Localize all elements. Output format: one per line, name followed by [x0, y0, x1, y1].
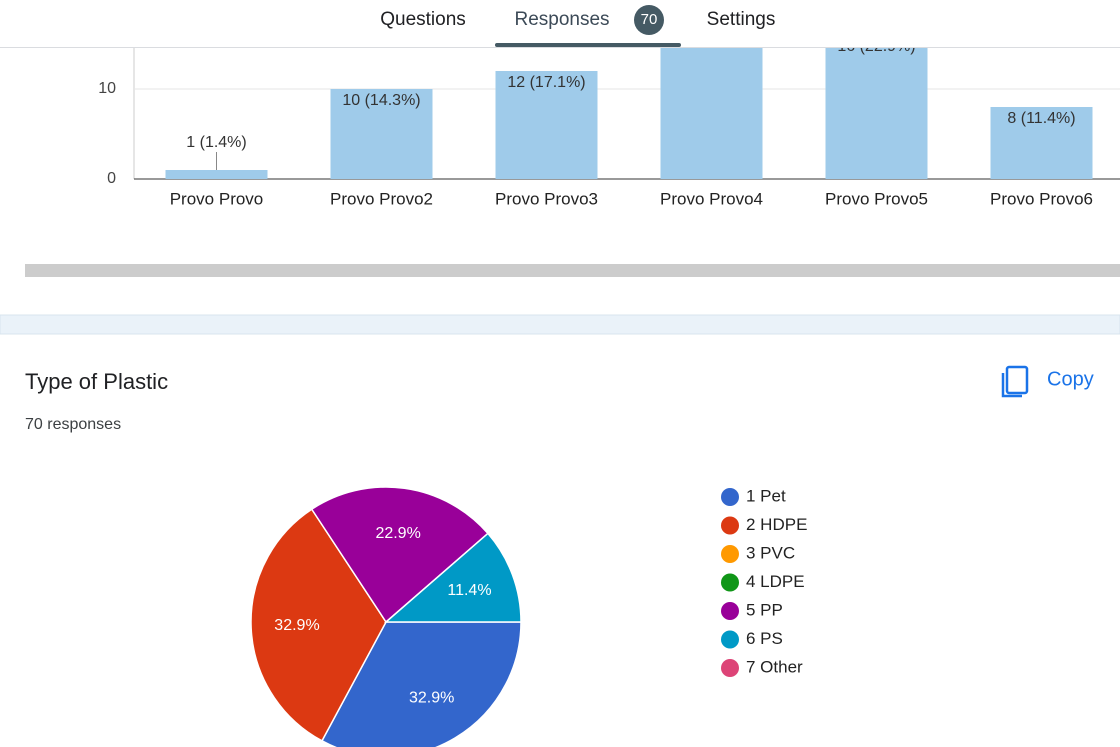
tab[interactable]: Responses [514, 9, 609, 30]
value-label: 8 (11.4%) [1007, 110, 1075, 127]
bar [990, 107, 1093, 179]
slice-label: 11.4% [447, 582, 491, 599]
bar-chart: 0 10 1 (1.4%) 10 (14.3%) 12 (17.1%) 16 (22.9%… [98, 38, 1120, 208]
legend-label: 7 Other [746, 657, 803, 676]
y-tick-label: 10 [98, 80, 116, 97]
top-bar [0, 0, 1120, 47]
y-tick-label: 0 [107, 170, 116, 187]
pie-slice [250, 508, 387, 742]
value-label: 1 (1.4%) [186, 134, 246, 151]
copy-label[interactable]: Copy [1047, 368, 1094, 390]
x-tick-label: Provo Provo [170, 189, 264, 208]
pie-slice [383, 532, 522, 623]
tab[interactable]: Settings [707, 9, 776, 30]
x-tick-label: Provo Provo3 [495, 189, 598, 208]
bar [495, 71, 598, 179]
copy-icon [1005, 365, 1029, 395]
x-tick-label: Provo Provo6 [990, 189, 1093, 208]
value-label: 16 (22.9%) [837, 38, 915, 55]
copy-icon [1001, 373, 1022, 398]
bar [660, 48, 763, 179]
tab[interactable]: Questions [380, 9, 466, 30]
bar [825, 48, 928, 179]
tab-underline [495, 43, 681, 47]
pie-slice [310, 486, 489, 624]
badge [634, 5, 664, 35]
slice-label: 32.9% [274, 617, 319, 634]
legend-label: 2 HDPE [746, 515, 807, 534]
chart-subtitle: 70 responses [25, 416, 121, 433]
scrollbar[interactable] [25, 264, 1120, 277]
legend-label: 1 Pet [746, 486, 786, 505]
bar [165, 170, 268, 179]
pie-slice [320, 621, 522, 747]
legend-swatch [721, 573, 739, 592]
bar [330, 89, 433, 179]
legend-label: 4 LDPE [746, 572, 805, 591]
x-tick-label: Provo Provo4 [660, 189, 763, 208]
value-label: 10 (14.3%) [342, 92, 420, 109]
x-tick-label: Provo Provo5 [825, 189, 928, 208]
legend-swatch [721, 659, 739, 677]
legend-swatch [721, 630, 739, 649]
slice-label: 22.9% [375, 525, 420, 542]
legend-swatch [721, 545, 739, 563]
legend-label: 5 PP [746, 600, 783, 619]
plot: 1 (1.4%) 10 (14.3%) 12 (17.1%) 16 (22.9%) 8 … [165, 38, 1093, 179]
legend-swatch [721, 488, 739, 506]
legend-swatch [721, 516, 739, 535]
section-separator [0, 314, 1120, 335]
badge-count: 70 [641, 11, 658, 28]
slice-label: 32.9% [409, 690, 454, 707]
chart-title: Type of Plastic [25, 369, 168, 394]
pie-chart: Type of Plastic 70 responses 32.9% 1 Pet 3… [25, 369, 807, 747]
legend-swatch [721, 602, 739, 620]
legend-label: 3 PVC [746, 543, 795, 562]
x-tick-label: Provo Provo2 [330, 189, 433, 208]
value-label: 12 (17.1%) [507, 74, 585, 91]
copy-button[interactable]: Copy [1001, 365, 1094, 398]
legend-label: 6 PS [746, 629, 783, 648]
